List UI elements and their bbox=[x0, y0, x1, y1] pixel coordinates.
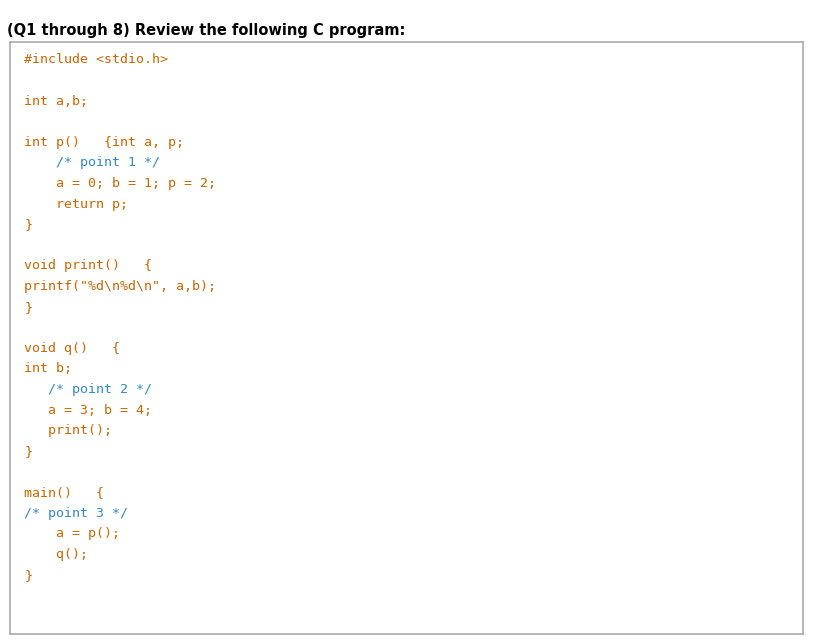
Text: return p;: return p; bbox=[24, 198, 128, 211]
Text: }: } bbox=[24, 569, 33, 582]
Text: a = 3; b = 4;: a = 3; b = 4; bbox=[24, 404, 152, 417]
Text: #include <stdio.h>: #include <stdio.h> bbox=[24, 53, 168, 66]
Text: void print()   {: void print() { bbox=[24, 259, 152, 272]
Text: }: } bbox=[24, 445, 33, 458]
Text: q();: q(); bbox=[24, 548, 89, 561]
Text: /* point 2 */: /* point 2 */ bbox=[24, 383, 152, 396]
Text: void q()   {: void q() { bbox=[24, 342, 120, 355]
Text: /* point 1 */: /* point 1 */ bbox=[24, 157, 160, 169]
Text: print();: print(); bbox=[24, 424, 112, 437]
Text: int b;: int b; bbox=[24, 363, 72, 376]
Text: (Q1 through 8) Review the following C program:: (Q1 through 8) Review the following C pr… bbox=[7, 23, 405, 38]
Text: }: } bbox=[24, 300, 33, 314]
Text: main()   {: main() { bbox=[24, 486, 104, 499]
Text: }: } bbox=[24, 218, 33, 231]
Text: int p()   {int a, p;: int p() {int a, p; bbox=[24, 135, 185, 149]
Text: int a,b;: int a,b; bbox=[24, 94, 89, 107]
Text: a = 0; b = 1; p = 2;: a = 0; b = 1; p = 2; bbox=[24, 177, 216, 190]
Text: /* point 3 */: /* point 3 */ bbox=[24, 507, 128, 520]
Text: printf("%d\n%d\n", a,b);: printf("%d\n%d\n", a,b); bbox=[24, 280, 216, 293]
Text: a = p();: a = p(); bbox=[24, 528, 120, 541]
